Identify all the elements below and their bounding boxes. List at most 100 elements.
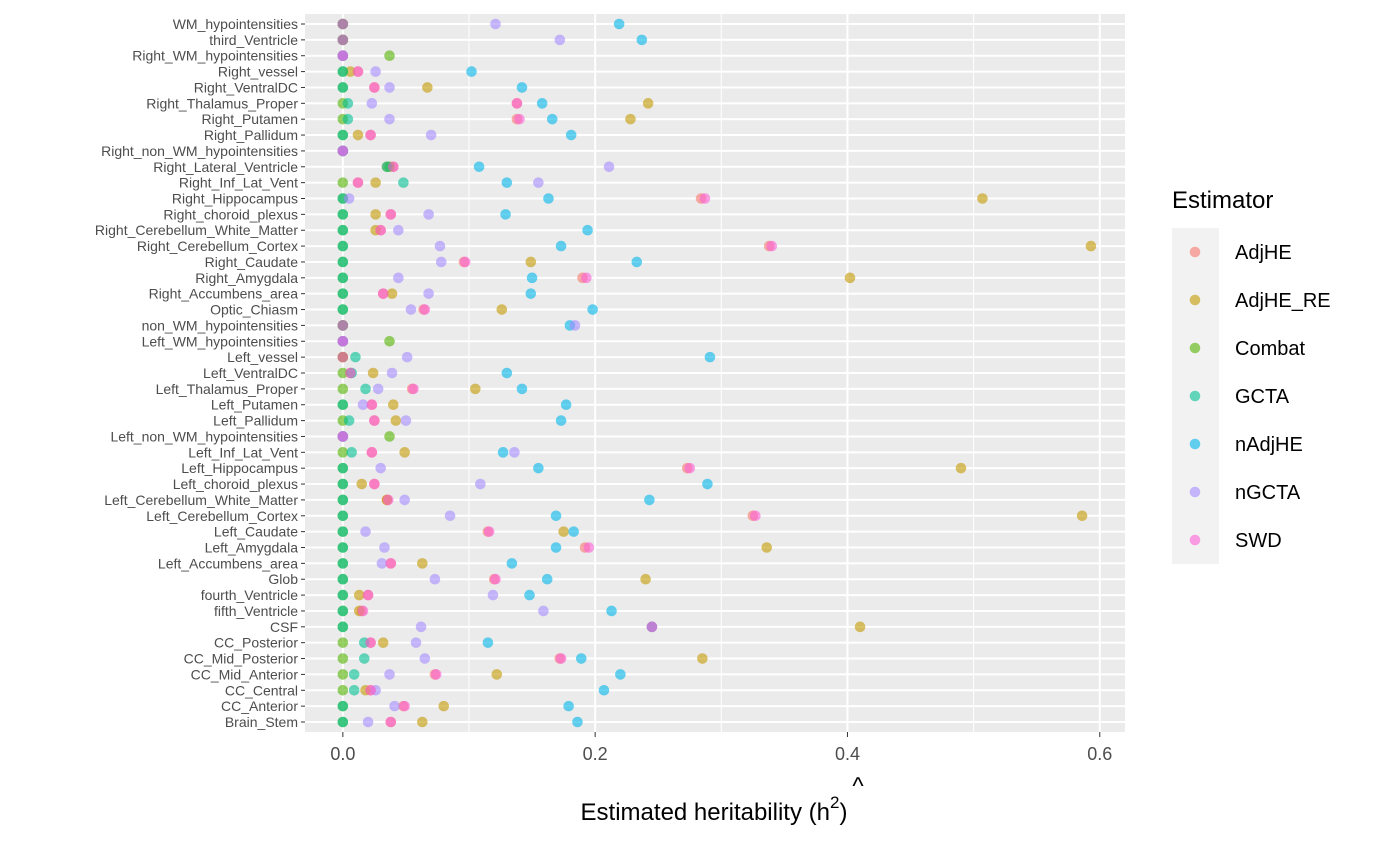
y-tick-label: third_Ventricle xyxy=(209,32,298,48)
data-point xyxy=(360,526,371,537)
legend-label: AdjHE_RE xyxy=(1235,290,1331,312)
x-tick-label: 0.2 xyxy=(583,744,608,764)
data-point xyxy=(348,669,360,680)
legend-key-Combat xyxy=(1189,342,1201,354)
data-point xyxy=(430,669,442,680)
x-tick-label: 0.6 xyxy=(1087,744,1112,764)
data-point xyxy=(582,224,593,236)
data-point xyxy=(393,272,404,284)
data-point xyxy=(350,351,361,363)
data-point xyxy=(466,66,477,77)
data-point xyxy=(384,113,395,125)
data-point xyxy=(337,510,349,522)
data-point xyxy=(473,161,485,173)
data-point xyxy=(384,82,395,93)
data-point xyxy=(550,542,562,553)
data-point xyxy=(337,272,349,284)
data-point xyxy=(386,367,398,379)
data-point xyxy=(422,82,433,93)
y-tick-label: Left_Inf_Lat_Vent xyxy=(188,444,298,460)
y-tick-label: Right_VentralDC xyxy=(194,79,298,95)
data-point xyxy=(379,542,390,553)
data-point xyxy=(337,462,349,474)
data-point xyxy=(366,399,378,411)
legend: Estimator AdjHE AdjHE_RE Combat GCTA nAdjHE n… xyxy=(1172,187,1331,564)
legend-label: nAdjHE xyxy=(1235,434,1303,456)
y-tick-label: fifth_Ventricle xyxy=(214,603,298,619)
data-point xyxy=(500,209,511,220)
data-point xyxy=(642,98,654,109)
data-point xyxy=(337,351,349,363)
data-point xyxy=(337,700,349,712)
data-point xyxy=(337,637,349,648)
data-point xyxy=(393,224,404,236)
y-tick-label: Glob xyxy=(268,571,298,587)
data-point xyxy=(501,177,513,188)
legend-label: SWD xyxy=(1235,530,1282,552)
data-point xyxy=(511,98,523,109)
y-tick-label: WM_hypointensities xyxy=(173,16,298,32)
data-point xyxy=(684,462,696,474)
legend-key-GCTA xyxy=(1189,390,1201,402)
data-point xyxy=(358,653,370,664)
data-point xyxy=(343,193,355,204)
data-point xyxy=(563,700,574,712)
data-point xyxy=(615,669,626,680)
data-point xyxy=(337,209,349,220)
data-point xyxy=(581,272,592,284)
data-point xyxy=(337,145,349,157)
y-tick-label: Right_Cerebellum_Cortex xyxy=(137,238,298,254)
data-point xyxy=(337,34,349,46)
y-tick-label: Right_Thalamus_Proper xyxy=(146,95,298,111)
data-point xyxy=(337,304,349,315)
data-point xyxy=(490,18,501,30)
data-point xyxy=(353,589,365,601)
data-point xyxy=(533,177,544,188)
data-point xyxy=(640,573,651,585)
y-tick-label: Left_Thalamus_Proper xyxy=(156,381,299,397)
data-point xyxy=(337,684,349,696)
x-axis-title: Estimated heritability (h2) xyxy=(581,793,848,826)
x-axis-title-hat: ^ xyxy=(852,773,864,800)
data-point xyxy=(346,447,357,458)
y-tick-label: Left_Putamen xyxy=(211,397,298,413)
data-point xyxy=(337,399,349,411)
y-tick-label: fourth_Ventricle xyxy=(201,587,298,603)
data-point xyxy=(575,653,587,664)
data-point xyxy=(509,447,520,458)
data-point xyxy=(337,621,349,633)
data-point xyxy=(337,367,349,379)
data-point xyxy=(385,209,397,220)
y-tick-label: Left_Amygdala xyxy=(205,540,299,556)
data-point xyxy=(376,558,388,569)
data-point xyxy=(613,18,625,30)
x-tick-label: 0.4 xyxy=(835,744,860,764)
y-tick-label: Left_non_WM_hypointensities xyxy=(110,428,298,444)
data-point xyxy=(491,669,503,680)
data-point xyxy=(558,526,569,537)
y-tick-label: CC_Mid_Posterior xyxy=(184,651,299,667)
data-point xyxy=(525,256,537,268)
data-point xyxy=(560,399,572,411)
data-point xyxy=(514,113,525,125)
data-point xyxy=(337,240,349,252)
data-point xyxy=(496,304,508,315)
data-point xyxy=(337,288,349,299)
y-tick-label: Right_Inf_Lat_Vent xyxy=(179,175,298,191)
data-point xyxy=(337,50,349,62)
data-point xyxy=(598,684,610,696)
data-point xyxy=(384,50,395,62)
data-point xyxy=(382,494,394,506)
data-point xyxy=(369,82,380,93)
data-point xyxy=(844,272,856,284)
data-point xyxy=(408,383,419,395)
data-point xyxy=(565,129,577,141)
data-point xyxy=(482,637,494,648)
data-point xyxy=(337,573,349,585)
x-axis: 0.0 0.2 0.4 0.6 xyxy=(330,732,1112,764)
data-point xyxy=(337,335,349,347)
data-points xyxy=(337,18,1097,728)
data-point xyxy=(337,256,349,268)
y-axis: WM_hypointensitiesthird_VentricleRight_W… xyxy=(95,16,305,730)
y-tick-label: Brain_Stem xyxy=(225,714,298,730)
